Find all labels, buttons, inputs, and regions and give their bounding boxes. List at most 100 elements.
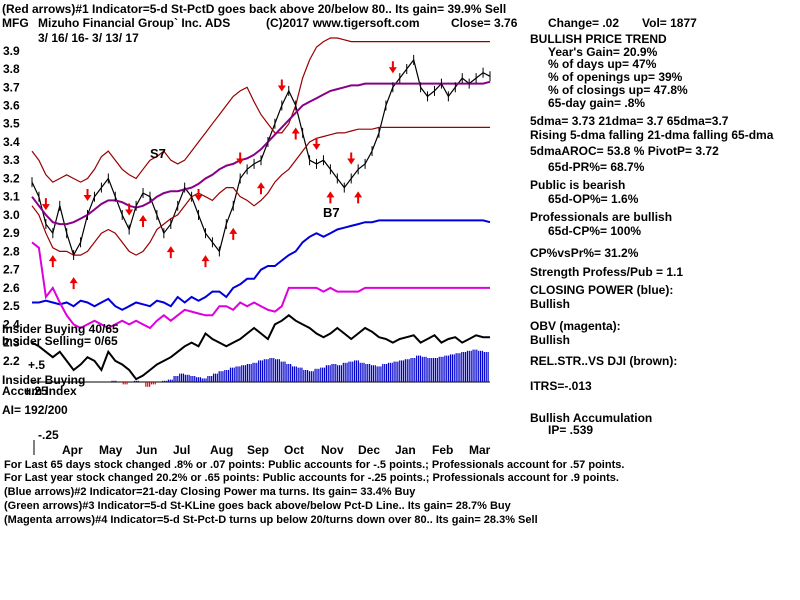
x-tick-label: Apr [62,443,83,457]
pr-65: 65d-PR%= 68.7% [548,160,645,174]
obv-status: Bullish [530,333,571,347]
footer-line-4: (Green arrows)#3 Indicator=5-d St-KLine … [4,500,511,512]
buy-arrow [257,182,265,195]
series-rel-str [31,314,490,381]
y-tick-label: 2.5 [3,299,20,313]
ai-label: AI= 192/200 [2,403,68,417]
x-tick-label: Jun [136,443,157,457]
y-tick-label: 2.2 [3,354,20,368]
days-up: % of days up= 47% [548,57,657,71]
x-tick-label: Nov [321,443,344,457]
buy-arrow [326,191,335,204]
dma-values: 5dma= 3.73 21dma= 3.7 65dma=3.7 [530,114,729,128]
date-range: 3/ 16/ 16- 3/ 13/ 17 [38,31,139,45]
y-tick-label: 2.9 [3,226,20,240]
accum-mid-label: +.25 [24,384,48,398]
trend-title: BULLISH PRICE TREND [530,32,667,46]
sell-arrow [236,152,245,165]
obv-label: OBV (magenta): [530,319,621,333]
y-tick-label: 3.1 [3,190,20,204]
buy-arrow [354,191,363,204]
x-tick-label: Jul [173,443,190,457]
y-tick-label: 3.8 [3,62,20,76]
footer-line-5: (Magenta arrows)#4 Indicator=5-d St-Pct-… [4,514,538,526]
signal-arrows [41,61,397,290]
x-tick-label: Feb [432,443,453,457]
x-tick-label: Mar [469,443,491,457]
buy-arrow [201,255,210,268]
footer-line-3: (Blue arrows)#2 Indicator=21-day Closing… [4,486,416,498]
accum-bottom-label: -.25 [38,428,59,442]
y-tick-label: 3.0 [3,208,20,222]
public-status: Public is bearish [530,178,626,192]
op-65: 65d-OP%= 1.6% [548,192,639,206]
y-tick-label: 3.5 [3,117,20,131]
y-tick-label: 2.3 [3,336,20,350]
volume-value: Vol= 1877 [642,16,697,30]
x-tick-label: Jan [395,443,416,457]
aroc-pivot: 5dmaAROC= 53.8 % PivotP= 3.72 [530,144,719,158]
chart-series [31,37,491,381]
x-tick-label: Aug [210,443,233,457]
sell-arrow [277,79,286,92]
accum-index-label: Accum Index [2,384,77,398]
closing-power-label: CLOSING POWER (blue): [530,283,674,297]
y-tick-label: 3.6 [3,98,20,112]
x-tick-label: Dec [358,443,380,457]
buy-arrow [139,215,148,228]
indicator-1-text: (Red arrows)#1 Indicator=5-d St-PctD goe… [2,2,507,16]
sell-arrow [388,61,397,74]
bullish-accumulation: Bullish Accumulation [530,411,653,425]
accum-top-label: +.5 [28,358,46,372]
y-tick-label: 2.6 [3,281,20,295]
series-band-upper [31,37,490,183]
buy-arrow [229,227,238,240]
buy-arrow [69,277,78,290]
insider-buying-index-label: Insider Buying [2,373,86,387]
professionals-status: Professionals are bullish [530,210,673,224]
dma-trend: Rising 5-dma falling 21-dma falling 65-d… [530,128,774,142]
x-tick-label: May [99,443,123,457]
y-tick-label: 3.7 [3,80,20,94]
series-ma [31,80,491,226]
accumulation-histogram [32,349,490,387]
y-tick-label: 3.3 [3,153,20,167]
buy-arrow [166,246,175,259]
insider-buying-label: Insider Buying 40/65 [2,322,119,336]
years-gain: Year's Gain= 20.9% [548,45,658,59]
ticker-label: MFG [2,16,29,30]
y-tick-label: 3.2 [3,171,20,185]
footer-line-2: For Last year stock changed 20.2% or .65… [4,472,619,484]
y-tick-label: 2.7 [3,263,20,277]
itrs-value: ITRS=-.013 [530,379,592,393]
closings-up: % of closings up= 47.8% [548,83,688,97]
sell-arrow [194,188,203,201]
y-tick-label: 2.8 [3,244,20,258]
series-obv [31,241,490,330]
x-axis: Apr May Jun Jul Aug Sep Oct Nov Dec Jan Feb Mar [33,440,491,457]
sell-arrow [125,203,134,216]
y-tick-label: 3.9 [3,44,20,58]
y-axis: 3.9 3.8 3.7 3.6 3.5 3.4 3.3 3.2 3.1 3.0 2.9 2.8 2.7 2… [3,44,20,368]
x-tick-label: Sep [247,443,269,457]
buy-arrow [48,255,57,268]
relstr-label: REL.STR..VS DJI (brown): [530,354,678,368]
cp-vs-pr: CP%vsPr%= 31.2% [530,246,639,260]
sell-arrow [83,188,92,201]
buy-arrow [291,127,300,140]
insider-selling-label: Insider Selling= 0/65 [2,334,118,348]
x-tick-label: Oct [284,443,304,457]
sell-arrow [41,198,50,211]
footer-line-1: For Last 65 days stock changed .8% or .0… [4,459,625,471]
change-value: Change= .02 [548,16,620,30]
strength-ratio: Strength Profess/Pub = 1.1 [530,265,684,279]
closing-power-status: Bullish [530,297,571,311]
annotation-b7: B7 [323,205,340,220]
sell-arrow [347,152,356,165]
close-value: Close= 3.76 [451,16,518,30]
company-name: Mizuho Financial Group` Inc. ADS [38,16,231,30]
cp-65: 65d-CP%= 100% [548,224,642,238]
y-tick-label: 3.4 [3,135,20,149]
series-band-lower [31,126,490,256]
